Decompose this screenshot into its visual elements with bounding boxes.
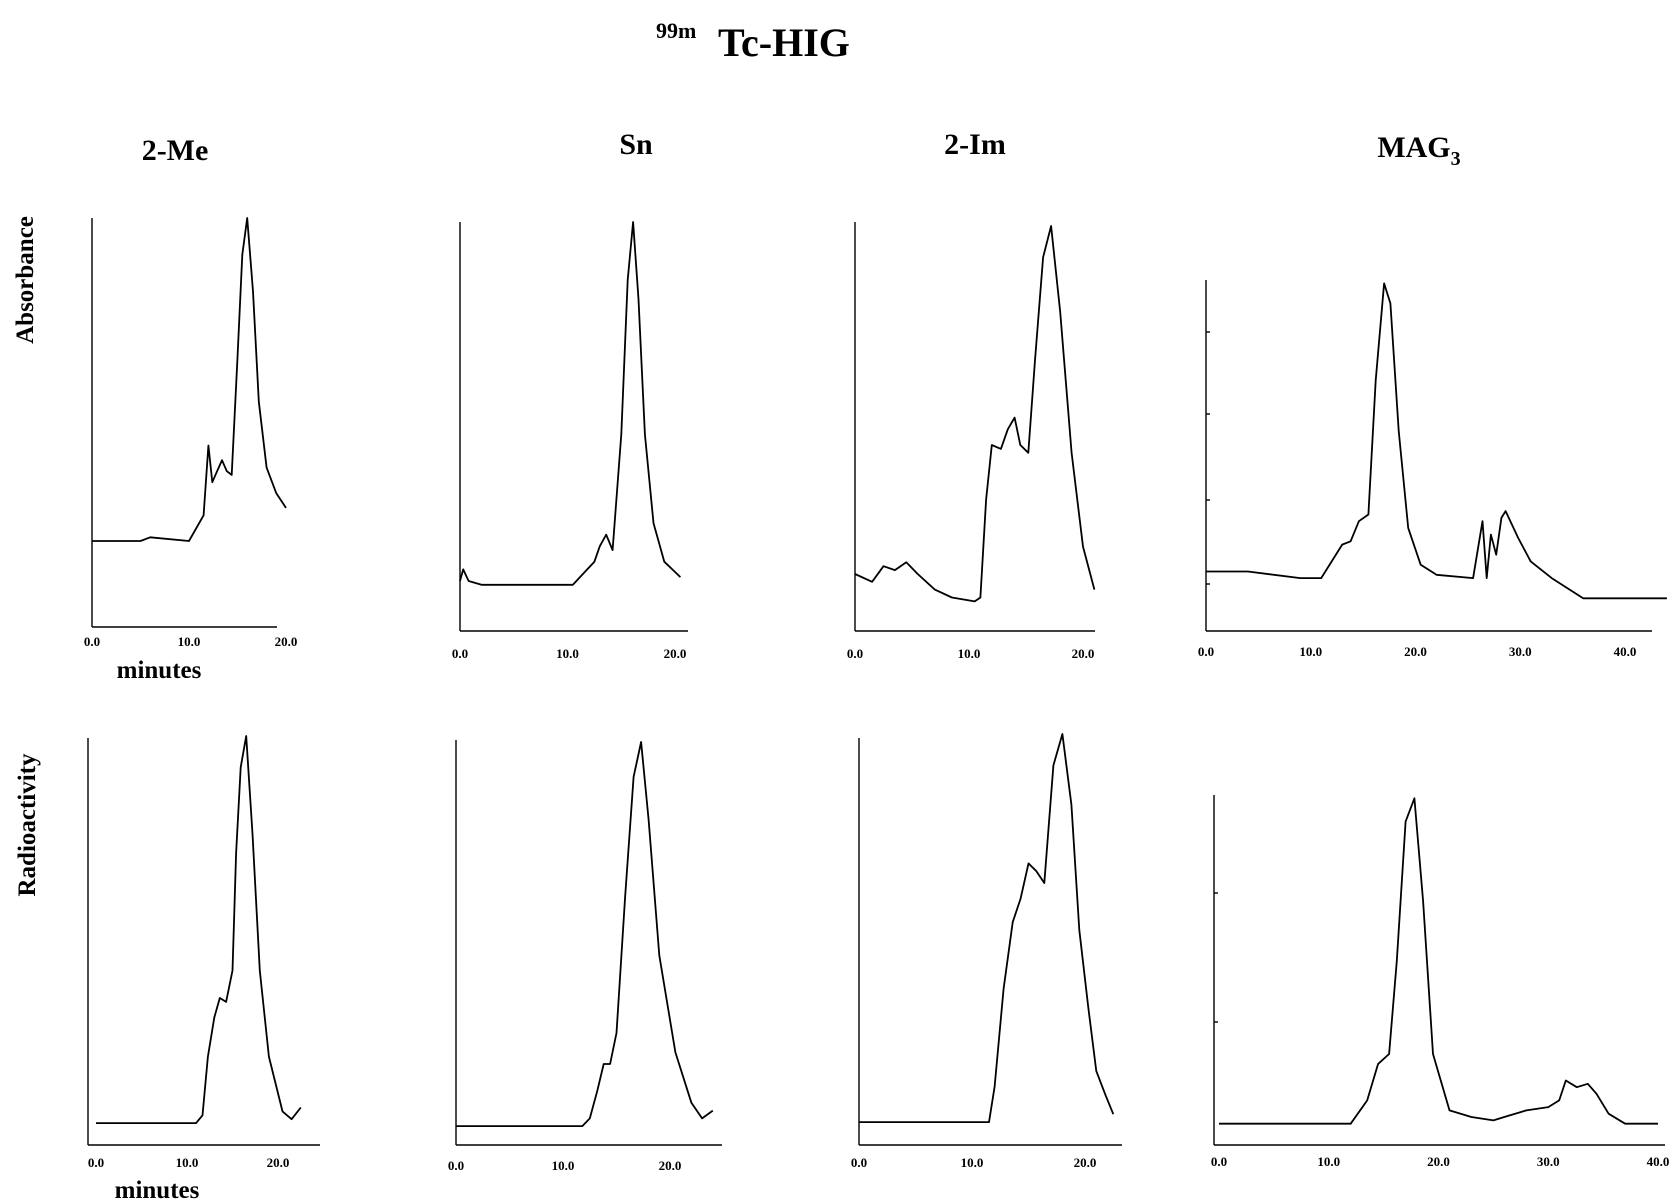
row-label-absorbance: Absorbance [12, 216, 39, 344]
chromatogram-trace [456, 741, 714, 1127]
chromatogram-trace [92, 217, 287, 542]
x-tick-label: 10.0 [552, 1158, 575, 1173]
x-tick-label: 40.0 [1647, 1154, 1670, 1169]
x-tick-label: 0.0 [88, 1155, 104, 1170]
x-axis-label: minutes [117, 657, 202, 684]
x-tick-label: 20.0 [1404, 644, 1427, 659]
panel-1: 0.0 10.0 20.0 minutes [84, 217, 298, 684]
chromatogram-trace [96, 735, 302, 1124]
x-tick-label: 20.0 [275, 634, 298, 649]
x-tick-label: 0.0 [851, 1155, 867, 1170]
x-tick-label: 20.0 [1427, 1154, 1450, 1169]
figure-title-superscript: 99m [656, 18, 696, 43]
x-tick-label: 10.0 [1299, 644, 1322, 659]
column-title-2im: 2-Im [944, 128, 1006, 161]
panel-3: 0.0 10.0 20.0 [847, 222, 1096, 661]
column-title-mag3-text: MAG [1377, 131, 1450, 164]
column-title-mag3: MAG3 [1377, 131, 1460, 170]
panel-7: 0.0 10.0 20.0 [851, 733, 1122, 1170]
x-tick-label: 30.0 [1509, 644, 1532, 659]
x-tick-label: 0.0 [84, 634, 100, 649]
figure-title: Tc-HIG [718, 20, 850, 65]
x-tick-label: 20.0 [267, 1155, 290, 1170]
column-title-mag3-subscript: 3 [1451, 148, 1461, 170]
x-axis-label: minutes [115, 1177, 200, 1202]
x-tick-label: 10.0 [178, 634, 201, 649]
x-tick-label: 20.0 [1074, 1155, 1097, 1170]
chromatogram-trace [459, 221, 682, 586]
chromatogram-trace [1219, 797, 1658, 1125]
panel-5: 0.0 10.0 20.0 minutes [87, 735, 320, 1202]
x-tick-label: 30.0 [1537, 1154, 1560, 1169]
x-tick-label: 0.0 [448, 1158, 464, 1173]
x-tick-label: 0.0 [452, 646, 468, 661]
panel-2: 0.0 10.0 20.0 [452, 221, 688, 661]
x-tick-label: 20.0 [659, 1158, 682, 1173]
chromatogram-trace [854, 225, 1096, 603]
x-tick-label: 20.0 [1072, 646, 1095, 661]
x-tick-label: 0.0 [1211, 1154, 1227, 1169]
x-tick-label: 10.0 [958, 646, 981, 661]
column-title-2me: 2-Me [142, 134, 209, 167]
chromatogram-trace [1206, 282, 1667, 600]
chromatogram-trace [859, 733, 1115, 1123]
chromatogram-panels: 0.0 10.0 20.0 minutes 0.0 10.0 20.0 0.0 10.0 20.0… [84, 217, 1670, 1202]
x-tick-label: 10.0 [1317, 1154, 1340, 1169]
x-tick-label: 10.0 [961, 1155, 984, 1170]
panel-4: 0.0 10.0 20.0 30.0 40.0 [1198, 280, 1667, 659]
x-tick-label: 10.0 [176, 1155, 199, 1170]
x-tick-label: 20.0 [664, 646, 687, 661]
x-tick-label: 0.0 [847, 646, 863, 661]
row-label-radioactivity: Radioactivity [14, 753, 41, 897]
column-title-sn: Sn [619, 128, 653, 161]
x-tick-label: 0.0 [1198, 644, 1214, 659]
panel-6: 0.0 10.0 20.0 [448, 740, 722, 1173]
x-tick-label: 40.0 [1614, 644, 1637, 659]
panel-8: 0.0 10.0 20.0 30.0 40.0 [1211, 795, 1670, 1169]
x-tick-label: 10.0 [556, 646, 579, 661]
